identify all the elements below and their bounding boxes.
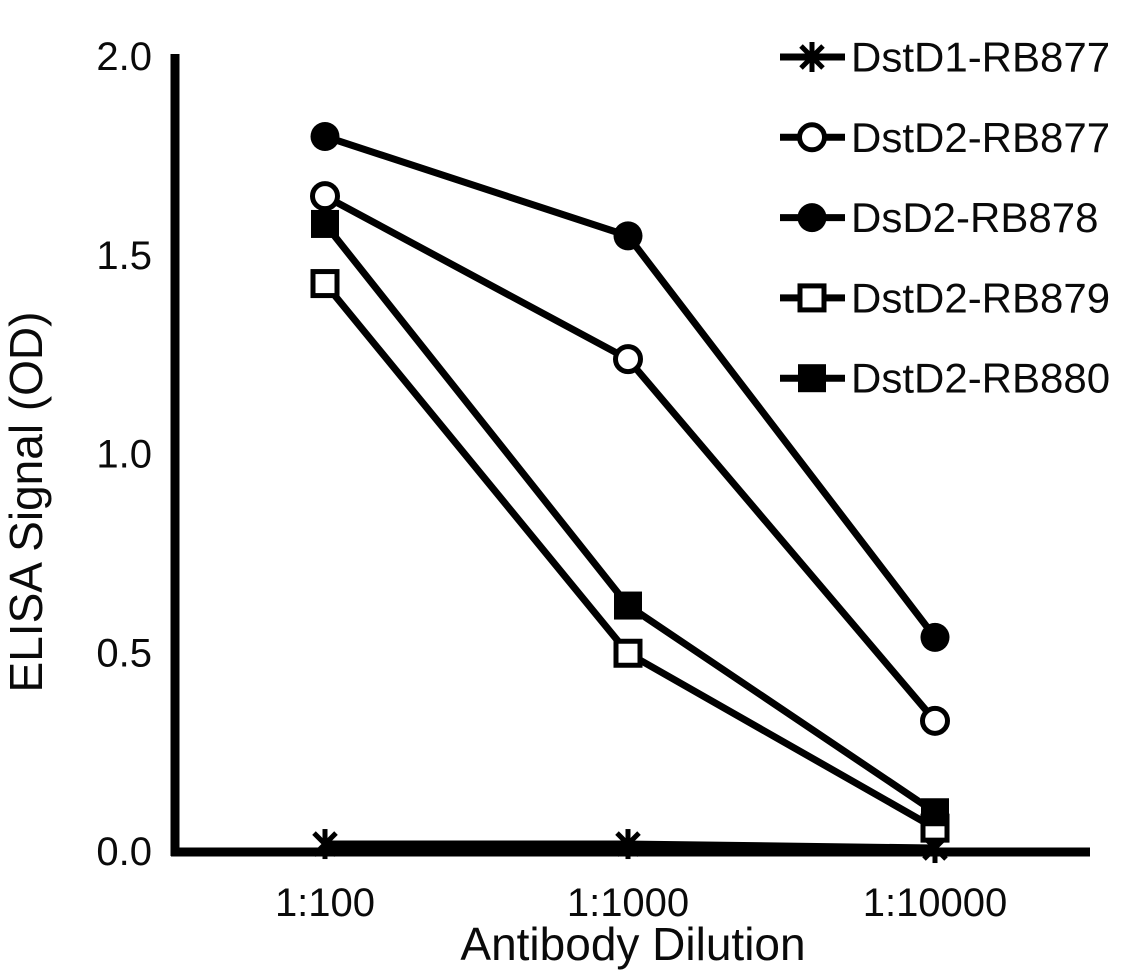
series-layer [310, 122, 950, 864]
circle-filled-marker [310, 122, 340, 151]
legend-label: DstD2-RB880 [851, 355, 1110, 402]
series-DsD2-RB878 [310, 122, 950, 652]
x-tick-labels: 1:100 1:1000 1:10000 [275, 881, 1007, 925]
circle-filled-marker [920, 622, 950, 652]
legend-label: DstD1-RB877 [851, 34, 1110, 81]
legend-item: DstD1-RB877 [780, 34, 1110, 81]
y-tick-label: 2.0 [96, 35, 152, 79]
circle-open-marker [310, 181, 340, 212]
square-open-marker [797, 283, 827, 313]
y-tick-label: 1.0 [96, 433, 152, 477]
series-DstD2-RB880 [311, 209, 949, 827]
series-DstD2-RB877 [310, 181, 950, 736]
square-open-marker [613, 638, 643, 668]
y-tick-label: 1.5 [96, 234, 152, 278]
square-filled-marker [614, 591, 642, 620]
x-tick-label: 1:10000 [863, 881, 1008, 925]
square-filled-marker [798, 364, 826, 393]
legend-item: DstD2-RB879 [780, 274, 1110, 321]
legend-label: DsD2-RB878 [851, 194, 1098, 241]
y-tick-label: 0.5 [96, 631, 152, 675]
asterisk-marker [799, 42, 825, 72]
legend-item: DstD2-RB880 [780, 355, 1110, 402]
square-filled-marker [311, 209, 339, 238]
circle-open-marker [613, 344, 643, 375]
y-tick-label: 0.0 [96, 830, 152, 874]
asterisk-marker [312, 829, 338, 860]
x-axis-title: Antibody Dilution [460, 918, 805, 970]
y-axis-title: ELISA Signal (OD) [0, 312, 52, 693]
asterisk-marker [615, 829, 641, 860]
x-tick-label: 1:1000 [567, 881, 689, 925]
square-open-marker [310, 269, 340, 299]
circle-open-marker [920, 705, 950, 736]
circle-filled-marker [613, 221, 643, 251]
legend-label: DstD2-RB879 [851, 274, 1110, 321]
series-DstD1-RB877 [312, 829, 948, 864]
square-filled-marker [921, 798, 949, 827]
circle-open-marker [797, 122, 827, 153]
legend-item: DsD2-RB878 [780, 194, 1098, 241]
legend-label: DstD2-RB877 [851, 114, 1110, 161]
legend-item: DstD2-RB877 [780, 114, 1110, 161]
axes [170, 54, 1090, 857]
series-line [323, 133, 938, 640]
y-tick-labels: 0.0 0.5 1.0 1.5 2.0 [96, 35, 152, 874]
x-tick-label: 1:100 [275, 881, 375, 925]
circle-filled-marker [797, 203, 827, 233]
legend: DstD1-RB877 DstD2-RB877 DsD2-RB878 DstD2-RB… [780, 34, 1110, 402]
